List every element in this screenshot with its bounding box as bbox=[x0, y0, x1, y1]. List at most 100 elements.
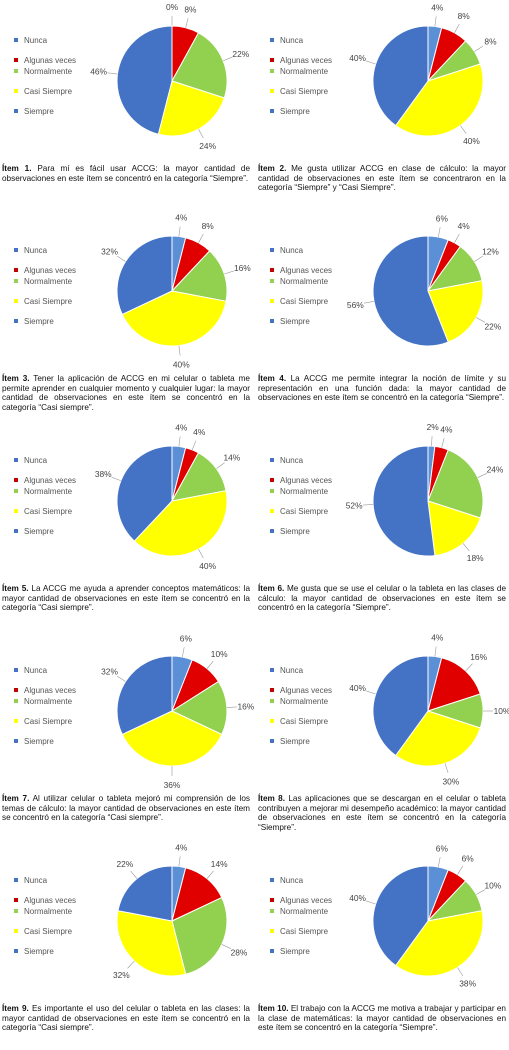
data-label: 38% bbox=[459, 978, 476, 988]
legend-label: Algunas veces bbox=[280, 56, 333, 65]
caption-text: La ACCG me permite integrar la noción de… bbox=[258, 374, 506, 403]
legend-swatch bbox=[14, 319, 18, 323]
pie-svg: 6% 10% 16% 36% 32% bbox=[101, 633, 255, 790]
legend-label: Siempre bbox=[280, 737, 310, 746]
legend-label: Casi Siempre bbox=[24, 507, 73, 516]
chart-legend: Nunca Algunas veces Normalmente Casi Siempr… bbox=[14, 456, 86, 547]
legend-item: Normalmente bbox=[270, 277, 342, 286]
legend-item: Siempre bbox=[14, 947, 86, 956]
legend-label: Normalmente bbox=[24, 907, 73, 916]
caption-text: Para mí es fácil usar ACCG: la mayor can… bbox=[2, 164, 250, 183]
leader-line bbox=[223, 56, 233, 62]
legend-label: Nunca bbox=[280, 876, 304, 885]
leader-line bbox=[116, 675, 126, 682]
caption-text: Las aplicaciones que se descargan en el … bbox=[258, 794, 506, 832]
item-label: Ítem 1. bbox=[2, 164, 32, 173]
pie-slice-algunas-veces bbox=[427, 657, 481, 712]
leader-line bbox=[366, 690, 376, 695]
legend-label: Casi Siempre bbox=[24, 717, 73, 726]
legend-label: Normalmente bbox=[24, 487, 73, 496]
legend-label: Siempre bbox=[24, 317, 54, 326]
data-label: 24% bbox=[199, 141, 216, 151]
legend-swatch bbox=[270, 509, 274, 513]
legend-swatch bbox=[270, 719, 274, 723]
legend-label: Algunas veces bbox=[24, 476, 77, 485]
legend-label: Normalmente bbox=[24, 697, 73, 706]
leader-line bbox=[111, 476, 121, 482]
data-label: 4% bbox=[175, 423, 188, 433]
leader-line bbox=[438, 227, 441, 238]
legend-label: Siempre bbox=[24, 527, 54, 536]
caption-text: Me gusta que se use el celular o la tabl… bbox=[258, 584, 506, 613]
legend-label: Normalmente bbox=[280, 67, 329, 76]
legend-item: Normalmente bbox=[270, 487, 342, 496]
legend-label: Siempre bbox=[24, 107, 54, 116]
legend-item: Nunca bbox=[14, 36, 86, 45]
chart-caption: Ítem 3. Tener la aplicación de ACCG en m… bbox=[2, 374, 250, 412]
legend-item: Casi Siempre bbox=[14, 507, 86, 516]
legend-swatch bbox=[270, 668, 274, 672]
legend-item: Algunas veces bbox=[14, 56, 86, 65]
legend-label: Algunas veces bbox=[24, 266, 77, 275]
legend-item: Algunas veces bbox=[270, 56, 342, 65]
leader-line bbox=[434, 16, 437, 27]
leader-line bbox=[185, 17, 189, 28]
legend-swatch bbox=[270, 688, 274, 692]
leader-line bbox=[224, 270, 234, 275]
leader-line bbox=[431, 436, 433, 447]
legend-item: Normalmente bbox=[270, 907, 342, 916]
legend-swatch bbox=[270, 478, 274, 482]
legend-swatch bbox=[14, 878, 18, 882]
leader-line bbox=[363, 504, 374, 506]
legend-label: Casi Siempre bbox=[280, 717, 329, 726]
legend-swatch bbox=[270, 878, 274, 882]
data-label: 8% bbox=[184, 4, 197, 14]
legend-label: Siempre bbox=[280, 947, 310, 956]
data-label: 28% bbox=[231, 948, 248, 958]
data-label: 4% bbox=[458, 221, 471, 231]
legend-swatch bbox=[270, 929, 274, 933]
legend-item: Siempre bbox=[270, 107, 342, 116]
legend-swatch bbox=[270, 319, 274, 323]
legend-swatch bbox=[14, 909, 18, 913]
pie-slice-casi-siempre bbox=[394, 63, 484, 137]
legend-label: Algunas veces bbox=[24, 56, 77, 65]
leader-line bbox=[364, 301, 375, 304]
legend-item: Casi Siempre bbox=[14, 717, 86, 726]
legend-label: Casi Siempre bbox=[280, 507, 329, 516]
chart-caption: Ítem 9. Es importante el uso del celular… bbox=[2, 1004, 250, 1033]
legend-swatch bbox=[270, 279, 274, 283]
legend-label: Normalmente bbox=[280, 907, 329, 916]
pie-chart-item-8: Nunca Algunas veces Normalmente Casi Siempr… bbox=[256, 630, 509, 840]
legend-swatch bbox=[14, 739, 18, 743]
data-label: 36% bbox=[164, 780, 181, 790]
legend-swatch bbox=[14, 719, 18, 723]
legend-label: Algunas veces bbox=[280, 896, 333, 905]
leader-line bbox=[198, 549, 204, 559]
legend-label: Nunca bbox=[24, 36, 48, 45]
leader-line bbox=[462, 543, 470, 552]
legend-label: Normalmente bbox=[24, 67, 73, 76]
pie-slice-siempre bbox=[117, 865, 173, 922]
legend-item: Siempre bbox=[270, 737, 342, 746]
leader-line bbox=[206, 870, 214, 879]
legend-item: Siempre bbox=[14, 107, 86, 116]
legend-swatch bbox=[14, 69, 18, 73]
legend-label: Algunas veces bbox=[280, 686, 333, 695]
chart-caption: Ítem 10. El trabajo con la ACCG me motiv… bbox=[258, 1004, 506, 1033]
data-label: 40% bbox=[349, 683, 366, 693]
leader-line bbox=[474, 45, 484, 52]
item-label: Ítem 3. bbox=[2, 374, 30, 383]
legend-item: Normalmente bbox=[14, 67, 86, 76]
legend-item: Siempre bbox=[14, 737, 86, 746]
legend-swatch bbox=[270, 299, 274, 303]
legend-item: Nunca bbox=[14, 246, 86, 255]
legend-item: Nunca bbox=[14, 876, 86, 885]
legend-swatch bbox=[14, 949, 18, 953]
pie-slice-siempre bbox=[116, 235, 173, 316]
legend-item: Normalmente bbox=[14, 697, 86, 706]
legend-label: Nunca bbox=[280, 36, 304, 45]
leader-line bbox=[130, 870, 138, 879]
leader-line bbox=[454, 233, 460, 243]
chart-legend: Nunca Algunas veces Normalmente Casi Siempr… bbox=[270, 456, 342, 547]
